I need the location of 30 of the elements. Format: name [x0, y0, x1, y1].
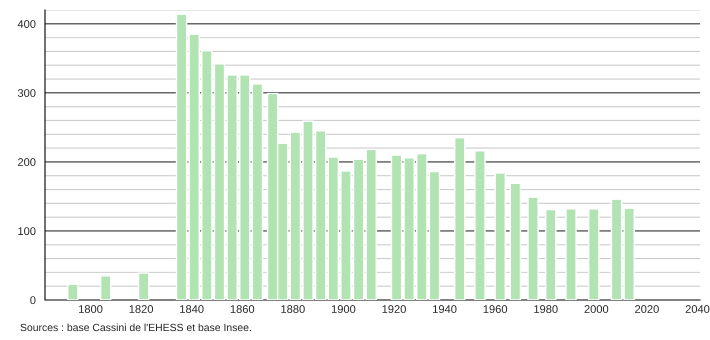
x-tick-label: 1840 [180, 305, 204, 314]
bar [527, 196, 539, 300]
bar [545, 208, 557, 300]
y-tick-label: 100 [18, 227, 36, 236]
bar [588, 208, 600, 300]
bar [510, 182, 522, 300]
bar [565, 208, 577, 300]
y-tick-label: 0 [30, 296, 36, 304]
bar [474, 150, 486, 300]
y-tick-label: 400 [18, 20, 36, 28]
x-tick-label: 1800 [79, 305, 102, 314]
bar [100, 275, 112, 300]
x-tick-label: 1900 [332, 305, 356, 314]
source-note: Sources : base Cassini de l'EHESS et base Insee. [20, 323, 251, 332]
x-tick-label: 2040 [686, 305, 710, 314]
y-tick-label: 300 [18, 89, 36, 97]
x-tick-label: 1880 [281, 305, 305, 314]
x-tick-label: 1820 [130, 305, 154, 314]
x-tick-label: 1980 [534, 305, 558, 314]
x-tick-label: 1940 [433, 305, 456, 314]
bar [138, 272, 150, 300]
x-tick-label: 2000 [584, 305, 608, 314]
x-tick-label: 1860 [230, 305, 254, 314]
x-tick-label: 1960 [484, 305, 508, 314]
x-tick-label: 1920 [382, 305, 406, 314]
y-tick-label: 200 [18, 158, 36, 166]
bar [67, 283, 79, 300]
bar [454, 137, 466, 300]
bar [494, 172, 506, 300]
x-tick-label: 2020 [635, 305, 659, 314]
